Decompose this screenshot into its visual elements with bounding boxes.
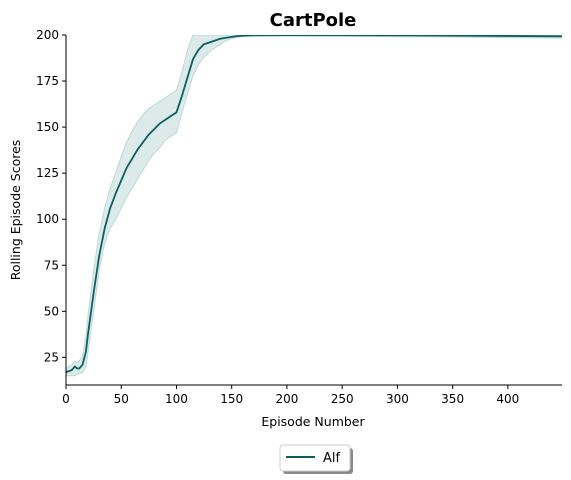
x-axis-label: Episode Number bbox=[261, 414, 365, 429]
legend: Alf bbox=[279, 444, 353, 474]
y-tick-label: 50 bbox=[44, 304, 59, 318]
plot-area bbox=[66, 35, 562, 377]
y-tick-label: 125 bbox=[36, 166, 59, 180]
series-alf-confidence-band bbox=[66, 35, 562, 377]
legend-label: Alf bbox=[323, 451, 341, 466]
x-tick-label: 250 bbox=[331, 392, 354, 406]
y-axis-label: Rolling Episode Scores bbox=[8, 140, 23, 281]
x-tick-label: 150 bbox=[220, 392, 243, 406]
x-tick-label: 50 bbox=[114, 392, 129, 406]
x-tick-label: 400 bbox=[496, 392, 519, 406]
chart-title: CartPole bbox=[270, 10, 357, 31]
y-tick-label: 25 bbox=[44, 350, 59, 364]
x-tick-label: 350 bbox=[441, 392, 464, 406]
y-tick-label: 75 bbox=[44, 258, 59, 272]
y-tick-label: 175 bbox=[36, 74, 59, 88]
y-tick-label: 150 bbox=[36, 120, 59, 134]
y-tick-label: 100 bbox=[36, 212, 59, 226]
x-tick-label: 200 bbox=[275, 392, 298, 406]
x-tick-label: 100 bbox=[165, 392, 188, 406]
axes: 0 50 100 150 200 250 300 350 400 25 50 75 100 125 150 1… bbox=[36, 28, 562, 406]
series-alf-line bbox=[66, 35, 562, 373]
y-tick-label: 200 bbox=[36, 28, 59, 42]
x-tick-label: 0 bbox=[62, 392, 70, 406]
x-tick-label: 300 bbox=[386, 392, 409, 406]
